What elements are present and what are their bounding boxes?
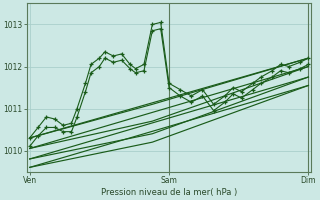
X-axis label: Pression niveau de la mer( hPa ): Pression niveau de la mer( hPa ) <box>101 188 237 197</box>
